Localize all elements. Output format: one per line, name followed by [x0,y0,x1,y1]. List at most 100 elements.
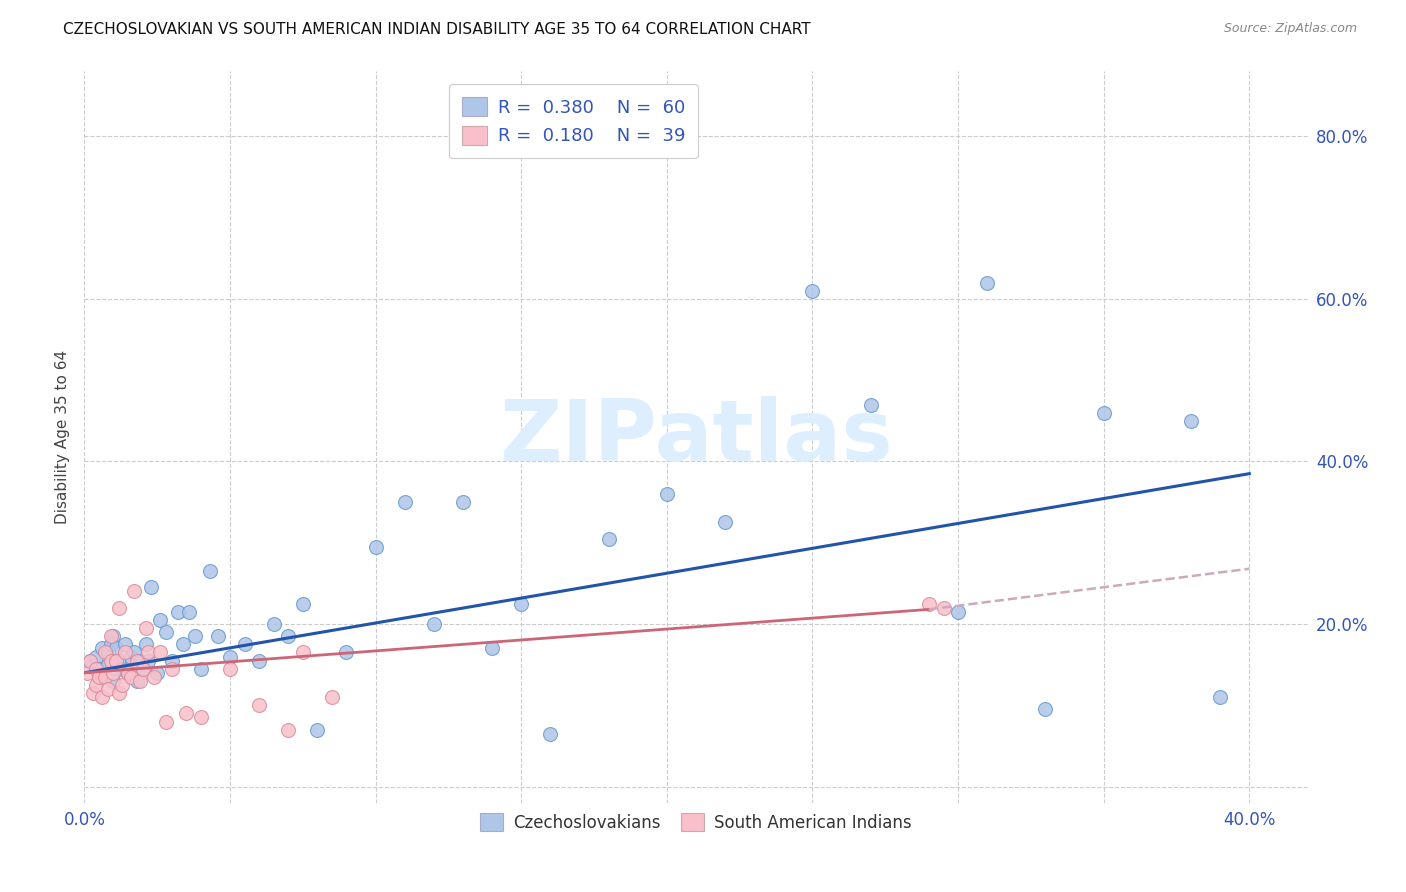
Point [146,665,169,680]
Point [307,723,329,737]
Point [131,662,153,676]
Point [135,621,157,635]
Point [423,617,446,632]
Point [131,662,153,676]
Point [538,727,561,741]
Point [174,706,197,721]
Point [97,681,120,696]
Point [125,654,148,668]
Point [1092,406,1115,420]
Point [233,637,256,651]
Point [100,629,122,643]
Point [138,645,160,659]
Point [172,637,194,651]
Point [117,665,139,680]
Point [87,662,110,676]
Point [117,665,139,680]
Point [598,532,620,546]
Point [190,662,212,676]
Point [114,645,136,659]
Point [166,605,188,619]
Point [219,662,242,676]
Point [277,629,299,643]
Point [120,649,142,664]
Point [1180,414,1202,428]
Point [141,581,163,595]
Point [155,714,177,729]
Point [100,637,122,651]
Point [79,654,101,668]
Point [510,597,533,611]
Text: CZECHOSLOVAKIAN VS SOUTH AMERICAN INDIAN DISABILITY AGE 35 TO 64 CORRELATION CHA: CZECHOSLOVAKIAN VS SOUTH AMERICAN INDIAN… [63,22,811,37]
Point [84,678,107,692]
Point [946,605,969,619]
Point [93,645,115,659]
Point [111,678,134,692]
Point [84,662,107,676]
Point [108,654,131,668]
Point [714,516,737,530]
Point [122,584,145,599]
Point [82,686,104,700]
Point [149,613,172,627]
Point [120,670,142,684]
Point [155,625,177,640]
Point [321,690,343,705]
Point [90,670,112,684]
Point [263,617,285,632]
Point [198,564,221,578]
Point [138,654,160,668]
Point [108,600,131,615]
Point [1035,702,1057,716]
Point [76,665,98,680]
Point [128,654,150,668]
Point [247,698,270,713]
Point [190,710,212,724]
Legend: Czechoslovakians, South American Indians: Czechoslovakians, South American Indians [474,806,918,838]
Point [481,641,503,656]
Point [125,673,148,688]
Point [135,637,157,651]
Point [179,605,201,619]
Point [84,649,107,664]
Point [97,657,120,672]
Point [364,540,387,554]
Point [160,662,183,676]
Point [105,641,128,656]
Point [90,690,112,705]
Point [1209,690,1232,705]
Point [184,629,207,643]
Point [932,600,955,615]
Point [114,637,136,651]
Point [111,662,134,676]
Point [122,645,145,659]
Point [90,641,112,656]
Point [108,686,131,700]
Point [859,398,882,412]
Point [100,654,122,668]
Point [103,665,125,680]
Point [128,673,150,688]
Text: ZIPatlas: ZIPatlas [499,395,893,479]
Point [291,597,314,611]
Point [97,645,120,659]
Text: Source: ZipAtlas.com: Source: ZipAtlas.com [1223,22,1357,36]
Point [143,670,166,684]
Point [87,670,110,684]
Point [149,645,172,659]
Point [103,673,125,688]
Point [976,276,998,290]
Point [219,649,242,664]
Point [451,495,474,509]
Point [160,654,183,668]
Point [918,597,941,611]
Point [93,670,115,684]
Point [394,495,416,509]
Point [277,723,299,737]
Point [79,654,101,668]
Point [105,654,128,668]
Point [801,284,824,298]
Point [207,629,229,643]
Point [103,629,125,643]
Y-axis label: Disability Age 35 to 64: Disability Age 35 to 64 [55,350,70,524]
